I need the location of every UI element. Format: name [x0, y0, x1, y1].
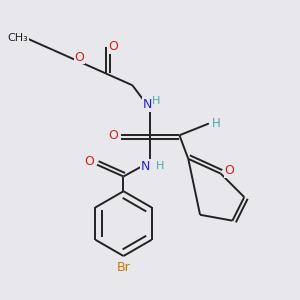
Text: O: O [85, 155, 94, 168]
Text: CH₃: CH₃ [7, 33, 28, 43]
Text: O: O [108, 129, 118, 142]
Text: O: O [225, 164, 234, 177]
Text: N: N [142, 98, 152, 111]
Text: N: N [141, 160, 150, 173]
Text: Br: Br [117, 261, 130, 274]
Text: O: O [74, 51, 84, 64]
Text: H: H [156, 161, 164, 171]
Text: H: H [152, 96, 160, 106]
Text: O: O [108, 40, 118, 53]
Text: H: H [212, 117, 220, 130]
